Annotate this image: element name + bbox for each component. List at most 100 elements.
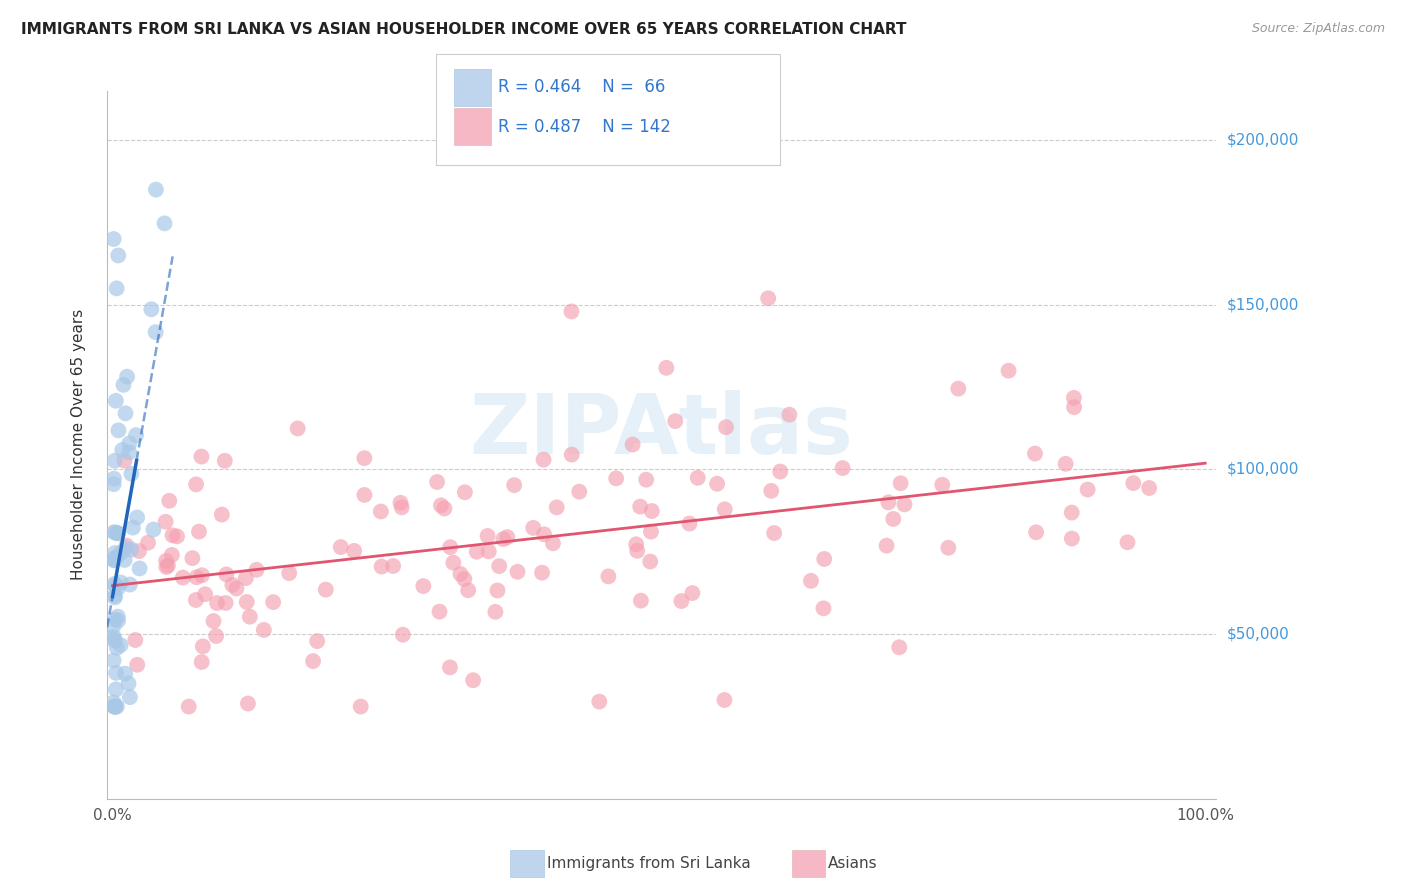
Point [188,524,211,539]
Point [302,654,325,668]
Point [145,325,167,339]
Point [239,609,262,624]
Point [756,291,779,305]
Point [104,393,127,408]
Point [714,420,737,434]
Text: Immigrants from Sri Lanka: Immigrants from Sri Lanka [547,856,751,871]
Point [664,414,686,428]
Point [104,682,127,697]
Point [382,558,405,573]
Point [506,565,529,579]
Point [430,499,453,513]
Text: IMMIGRANTS FROM SRI LANKA VS ASIAN HOUSEHOLDER INCOME OVER 65 YEARS CORRELATION : IMMIGRANTS FROM SRI LANKA VS ASIAN HOUSE… [21,22,907,37]
Text: R = 0.464    N =  66: R = 0.464 N = 66 [498,78,665,96]
Point [1025,525,1047,540]
Point [628,500,651,514]
Point [1060,532,1083,546]
Point [194,587,217,601]
Point [103,653,125,667]
Point [103,472,125,486]
Point [893,497,915,511]
Point [105,699,128,714]
Point [112,377,135,392]
Point [484,605,506,619]
Point [477,529,499,543]
Point [141,302,163,317]
Point [343,544,366,558]
Point [492,532,515,546]
Point [103,477,125,491]
Point [882,512,904,526]
Point [177,699,200,714]
Point [104,591,127,605]
Point [104,699,127,714]
Point [778,408,800,422]
Point [450,566,472,581]
Point [353,451,375,466]
Point [104,525,127,540]
Point [997,364,1019,378]
Point [641,504,664,518]
Point [713,693,735,707]
Point [287,421,309,435]
Point [191,568,214,582]
Point [478,544,501,558]
Point [412,579,434,593]
Point [181,551,204,566]
Point [588,695,610,709]
Point [640,524,662,539]
Point [191,640,214,654]
Point [103,525,125,540]
Point [389,496,412,510]
Point [638,555,661,569]
Point [1054,457,1077,471]
Point [107,581,129,595]
Point [761,483,783,498]
Point [103,695,125,709]
Point [598,569,620,583]
Point [441,556,464,570]
Point [813,552,835,566]
Point [236,697,259,711]
Point [831,461,853,475]
Point [107,526,129,541]
Point [104,454,127,468]
Point [605,471,627,485]
Point [105,549,128,564]
Point [184,593,207,607]
Point [221,578,243,592]
Point [262,595,284,609]
Text: $150,000: $150,000 [1227,297,1299,312]
Point [184,477,207,491]
Point [353,488,375,502]
Point [486,583,509,598]
Point [931,477,953,491]
Point [115,539,138,553]
Point [104,699,127,714]
Point [636,473,658,487]
Point [655,360,678,375]
Point [225,582,247,596]
Point [105,640,128,655]
Point [103,553,125,567]
Point [315,582,337,597]
Point [142,523,165,537]
Point [889,640,911,655]
Point [153,216,176,230]
Point [307,634,329,648]
Point [488,559,510,574]
Point [118,577,141,591]
Point [157,493,180,508]
Point [107,248,129,262]
Point [235,571,257,585]
Point [110,638,132,652]
Point [104,546,127,560]
Point [630,593,652,607]
Point [890,476,912,491]
Point [103,630,125,644]
Point [205,596,228,610]
Point [118,690,141,705]
Point [162,528,184,542]
Point [533,452,555,467]
Point [370,559,392,574]
